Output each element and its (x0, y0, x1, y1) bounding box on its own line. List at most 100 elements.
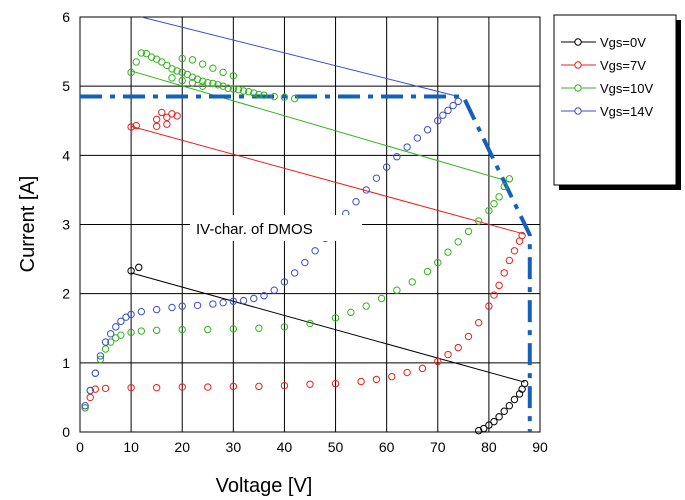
data-point (485, 302, 493, 310)
data-point (81, 404, 89, 412)
y-tick-label: 6 (62, 9, 70, 25)
legend-marker-3 (574, 107, 582, 115)
data-point (178, 325, 186, 334)
x-tick-label: 0 (76, 439, 84, 455)
data-point (423, 126, 432, 134)
x-tick-label: 20 (174, 439, 190, 455)
data-point (250, 89, 258, 97)
data-point (449, 101, 457, 110)
data-point (377, 294, 386, 303)
data-point (403, 143, 411, 151)
data-point (168, 303, 176, 312)
data-point (214, 81, 222, 89)
data-point (331, 314, 340, 322)
data-point (137, 327, 146, 335)
annotation-background (190, 215, 362, 241)
data-point (260, 292, 268, 300)
data-point (495, 193, 503, 201)
data-point (178, 302, 186, 310)
data-point (117, 317, 125, 326)
data-point (188, 79, 197, 87)
data-point (178, 68, 186, 77)
data-point (96, 355, 105, 364)
data-point (480, 424, 488, 433)
data-point (101, 338, 110, 346)
data-point (168, 74, 176, 82)
legend-marker-2 (574, 84, 582, 92)
data-point (112, 323, 120, 331)
data-point (198, 77, 207, 86)
data-point (204, 79, 212, 87)
data-point (152, 115, 161, 124)
data-point (490, 291, 498, 299)
x-tick-label: 80 (481, 439, 497, 455)
y-tick-labels: 0 1 2 3 4 5 6 (62, 9, 70, 440)
data-point (101, 384, 110, 393)
x-tick-label: 30 (226, 439, 242, 455)
data-point (280, 381, 289, 390)
data-point (434, 357, 442, 366)
y-tick-label: 3 (62, 217, 70, 233)
data-point (163, 113, 171, 121)
data-point (510, 247, 519, 255)
data-point (362, 186, 370, 194)
data-point (444, 106, 452, 115)
data-point (260, 91, 268, 99)
data-point (311, 247, 319, 255)
data-point (127, 68, 135, 77)
data-points (81, 49, 529, 435)
legend: Vgs=0V Vgs=7V Vgs=10V Vgs=14V (553, 14, 681, 190)
data-point (219, 82, 227, 90)
data-point (209, 300, 217, 308)
data-point (434, 258, 442, 267)
x-tick-label: 70 (430, 439, 446, 455)
legend-label-1: Vgs=7V (600, 58, 646, 73)
data-point (127, 123, 135, 131)
data-point (152, 326, 161, 335)
data-point (255, 382, 263, 391)
data-point (173, 67, 181, 75)
data-point (234, 85, 243, 94)
data-point (198, 60, 207, 68)
data-point (142, 49, 151, 58)
legend-label-0: Vgs=0V (600, 35, 646, 50)
x-tick-label: 60 (379, 439, 395, 455)
data-point (163, 61, 171, 70)
data-point (393, 286, 401, 294)
data-point (204, 325, 212, 334)
data-point (106, 338, 115, 346)
data-point (270, 92, 278, 101)
data-point (495, 413, 503, 421)
data-point (270, 286, 278, 294)
data-point (464, 332, 473, 341)
x-axis-title: Voltage [V] (216, 475, 313, 497)
data-point (229, 382, 238, 391)
data-point (520, 379, 529, 388)
data-point (135, 263, 143, 272)
data-point (518, 231, 526, 240)
data-point (306, 319, 314, 328)
series-line-0 (130, 272, 525, 383)
data-point (454, 97, 462, 106)
data-point (91, 369, 100, 377)
y-tick-label: 1 (62, 355, 70, 371)
plot-frame (79, 16, 541, 433)
data-point (280, 93, 289, 101)
data-point (306, 380, 314, 388)
data-point (178, 76, 186, 85)
data-point (510, 395, 519, 404)
data-point (490, 417, 498, 426)
data-point (132, 58, 140, 66)
data-point (500, 269, 508, 277)
data-point (357, 377, 365, 386)
data-point (198, 82, 207, 90)
data-point (229, 297, 238, 305)
data-point (408, 278, 416, 286)
data-point (301, 258, 309, 267)
series-line-1 (130, 125, 525, 235)
legend-label-2: Vgs=10V (600, 81, 653, 96)
data-point (474, 426, 483, 435)
data-point (178, 383, 186, 391)
data-point (209, 64, 217, 72)
